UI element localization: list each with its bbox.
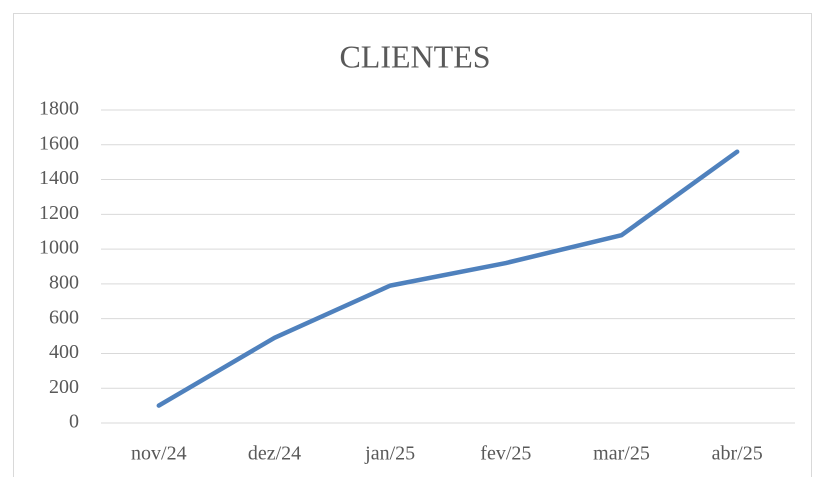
y-tick-label: 1000	[39, 237, 79, 259]
x-tick-label: dez/24	[248, 443, 301, 465]
x-tick-label: jan/25	[364, 443, 415, 465]
y-tick-label: 800	[49, 271, 79, 293]
x-tick-label: fev/25	[480, 443, 531, 465]
y-tick-label: 1200	[39, 202, 79, 224]
data-line	[156, 149, 740, 408]
y-tick-label: 0	[69, 411, 79, 433]
y-tick-label: 200	[49, 376, 79, 398]
y-tick-label: 1800	[39, 98, 79, 120]
y-tick-label: 1600	[39, 132, 79, 154]
chart-frame	[13, 13, 812, 477]
y-tick-label: 400	[49, 341, 79, 363]
y-tick-label: 600	[49, 306, 79, 328]
y-tick-label: 1400	[39, 167, 79, 189]
x-tick-label: mar/25	[593, 443, 650, 465]
chart-title: CLIENTES	[339, 38, 490, 74]
x-tick-label: abr/25	[712, 443, 763, 465]
x-tick-label: nov/24	[131, 443, 187, 465]
